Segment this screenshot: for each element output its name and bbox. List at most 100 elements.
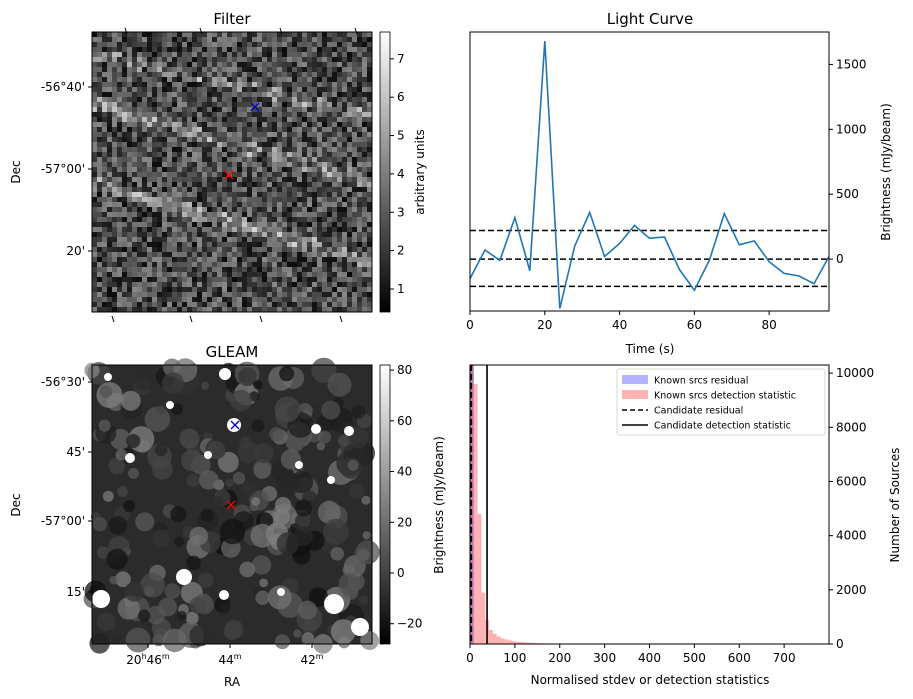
filter-pixel (272, 122, 278, 128)
filter-pixel (117, 227, 123, 233)
filter-pixel (302, 57, 308, 63)
filter-pixel (297, 157, 303, 163)
filter-pixel (252, 247, 258, 253)
filter-pixel (107, 37, 113, 43)
filter-pixel (172, 97, 178, 103)
filter-pixel (127, 102, 133, 108)
filter-pixel (327, 217, 333, 223)
filter-pixel (197, 227, 203, 233)
filter-pixel (282, 142, 288, 148)
filter-pixel (232, 57, 238, 63)
filter-pixel (302, 247, 308, 253)
filter-pixel (232, 152, 238, 158)
filter-pixel (232, 267, 238, 273)
filter-pixel (157, 262, 163, 268)
filter-pixel (92, 127, 98, 133)
filter-pixel (242, 82, 248, 88)
filter-pixel (252, 292, 258, 298)
filter-pixel (272, 52, 278, 58)
filter-pixel (237, 57, 243, 63)
filter-pixel (127, 192, 133, 198)
filter-markers (224, 102, 260, 180)
filter-pixel (257, 47, 263, 53)
histogram-y-tick-label: 8000 (836, 420, 867, 434)
filter-pixel (237, 227, 243, 233)
filter-pixel (257, 62, 263, 68)
filter-pixel (317, 117, 323, 123)
filter-pixel (232, 272, 238, 278)
filter-pixel (102, 67, 108, 73)
filter-pixel (267, 227, 273, 233)
filter-pixel (197, 127, 203, 133)
filter-pixel (322, 157, 328, 163)
filter-pixel (282, 107, 288, 113)
filter-pixel (367, 237, 373, 243)
filter-pixel (292, 167, 298, 173)
filter-pixel (287, 162, 293, 168)
filter-pixel (352, 67, 358, 73)
filter-pixel (147, 192, 153, 198)
filter-pixel (327, 62, 333, 68)
filter-pixel (287, 217, 293, 223)
filter-pixel (207, 232, 213, 238)
filter-pixel (192, 97, 198, 103)
filter-pixel (252, 122, 258, 128)
filter-pixel (132, 132, 138, 138)
filter-pixel (257, 117, 263, 123)
filter-pixel (267, 177, 273, 183)
gleam-source-blob (204, 451, 212, 459)
filter-pixel (207, 147, 213, 153)
filter-pixel (157, 147, 163, 153)
filter-pixel (162, 102, 168, 108)
filter-pixel (217, 237, 223, 243)
filter-pixel (112, 32, 118, 38)
filter-pixel (297, 307, 303, 313)
filter-pixel (352, 212, 358, 218)
filter-pixel (337, 182, 343, 188)
filter-pixel (112, 202, 118, 208)
filter-pixel (317, 157, 323, 163)
filter-pixel (282, 262, 288, 268)
filter-pixel (237, 137, 243, 143)
filter-pixel (202, 137, 208, 143)
filter-pixel (187, 202, 193, 208)
filter-pixel (232, 227, 238, 233)
filter-pixel (282, 247, 288, 253)
filter-pixel (352, 302, 358, 308)
filter-pixel (217, 302, 223, 308)
filter-pixel (122, 287, 128, 293)
filter-pixel (192, 227, 198, 233)
filter-pixel (307, 117, 313, 123)
filter-pixel (97, 282, 103, 288)
filter-pixel (357, 57, 363, 63)
filter-pixel (362, 52, 368, 58)
filter-pixel (292, 172, 298, 178)
filter-pixel (197, 307, 203, 313)
filter-pixel (347, 107, 353, 113)
filter-pixel (347, 72, 353, 78)
gleam-noise-blob (349, 483, 365, 499)
filter-pixel (207, 127, 213, 133)
filter-pixel (117, 152, 123, 158)
filter-pixel (327, 122, 333, 128)
filter-pixel (267, 167, 273, 173)
filter-pixel (292, 197, 298, 203)
filter-pixel (237, 202, 243, 208)
filter-pixel (267, 212, 273, 218)
filter-pixel (172, 37, 178, 43)
filter-pixel (147, 62, 153, 68)
filter-pixel (347, 42, 353, 48)
filter-pixel (332, 232, 338, 238)
filter-pixel (322, 82, 328, 88)
filter-pixel (242, 237, 248, 243)
filter-pixel (152, 142, 158, 148)
filter-pixel (272, 212, 278, 218)
filter-pixel (247, 137, 253, 143)
filter-pixel (217, 122, 223, 128)
filter-pixel (262, 207, 268, 213)
filter-pixel (162, 172, 168, 178)
filter-pixel (197, 87, 203, 93)
filter-pixel (167, 192, 173, 198)
filter-pixel (287, 277, 293, 283)
gleam-y-tick-label: -56°30' (41, 375, 85, 389)
